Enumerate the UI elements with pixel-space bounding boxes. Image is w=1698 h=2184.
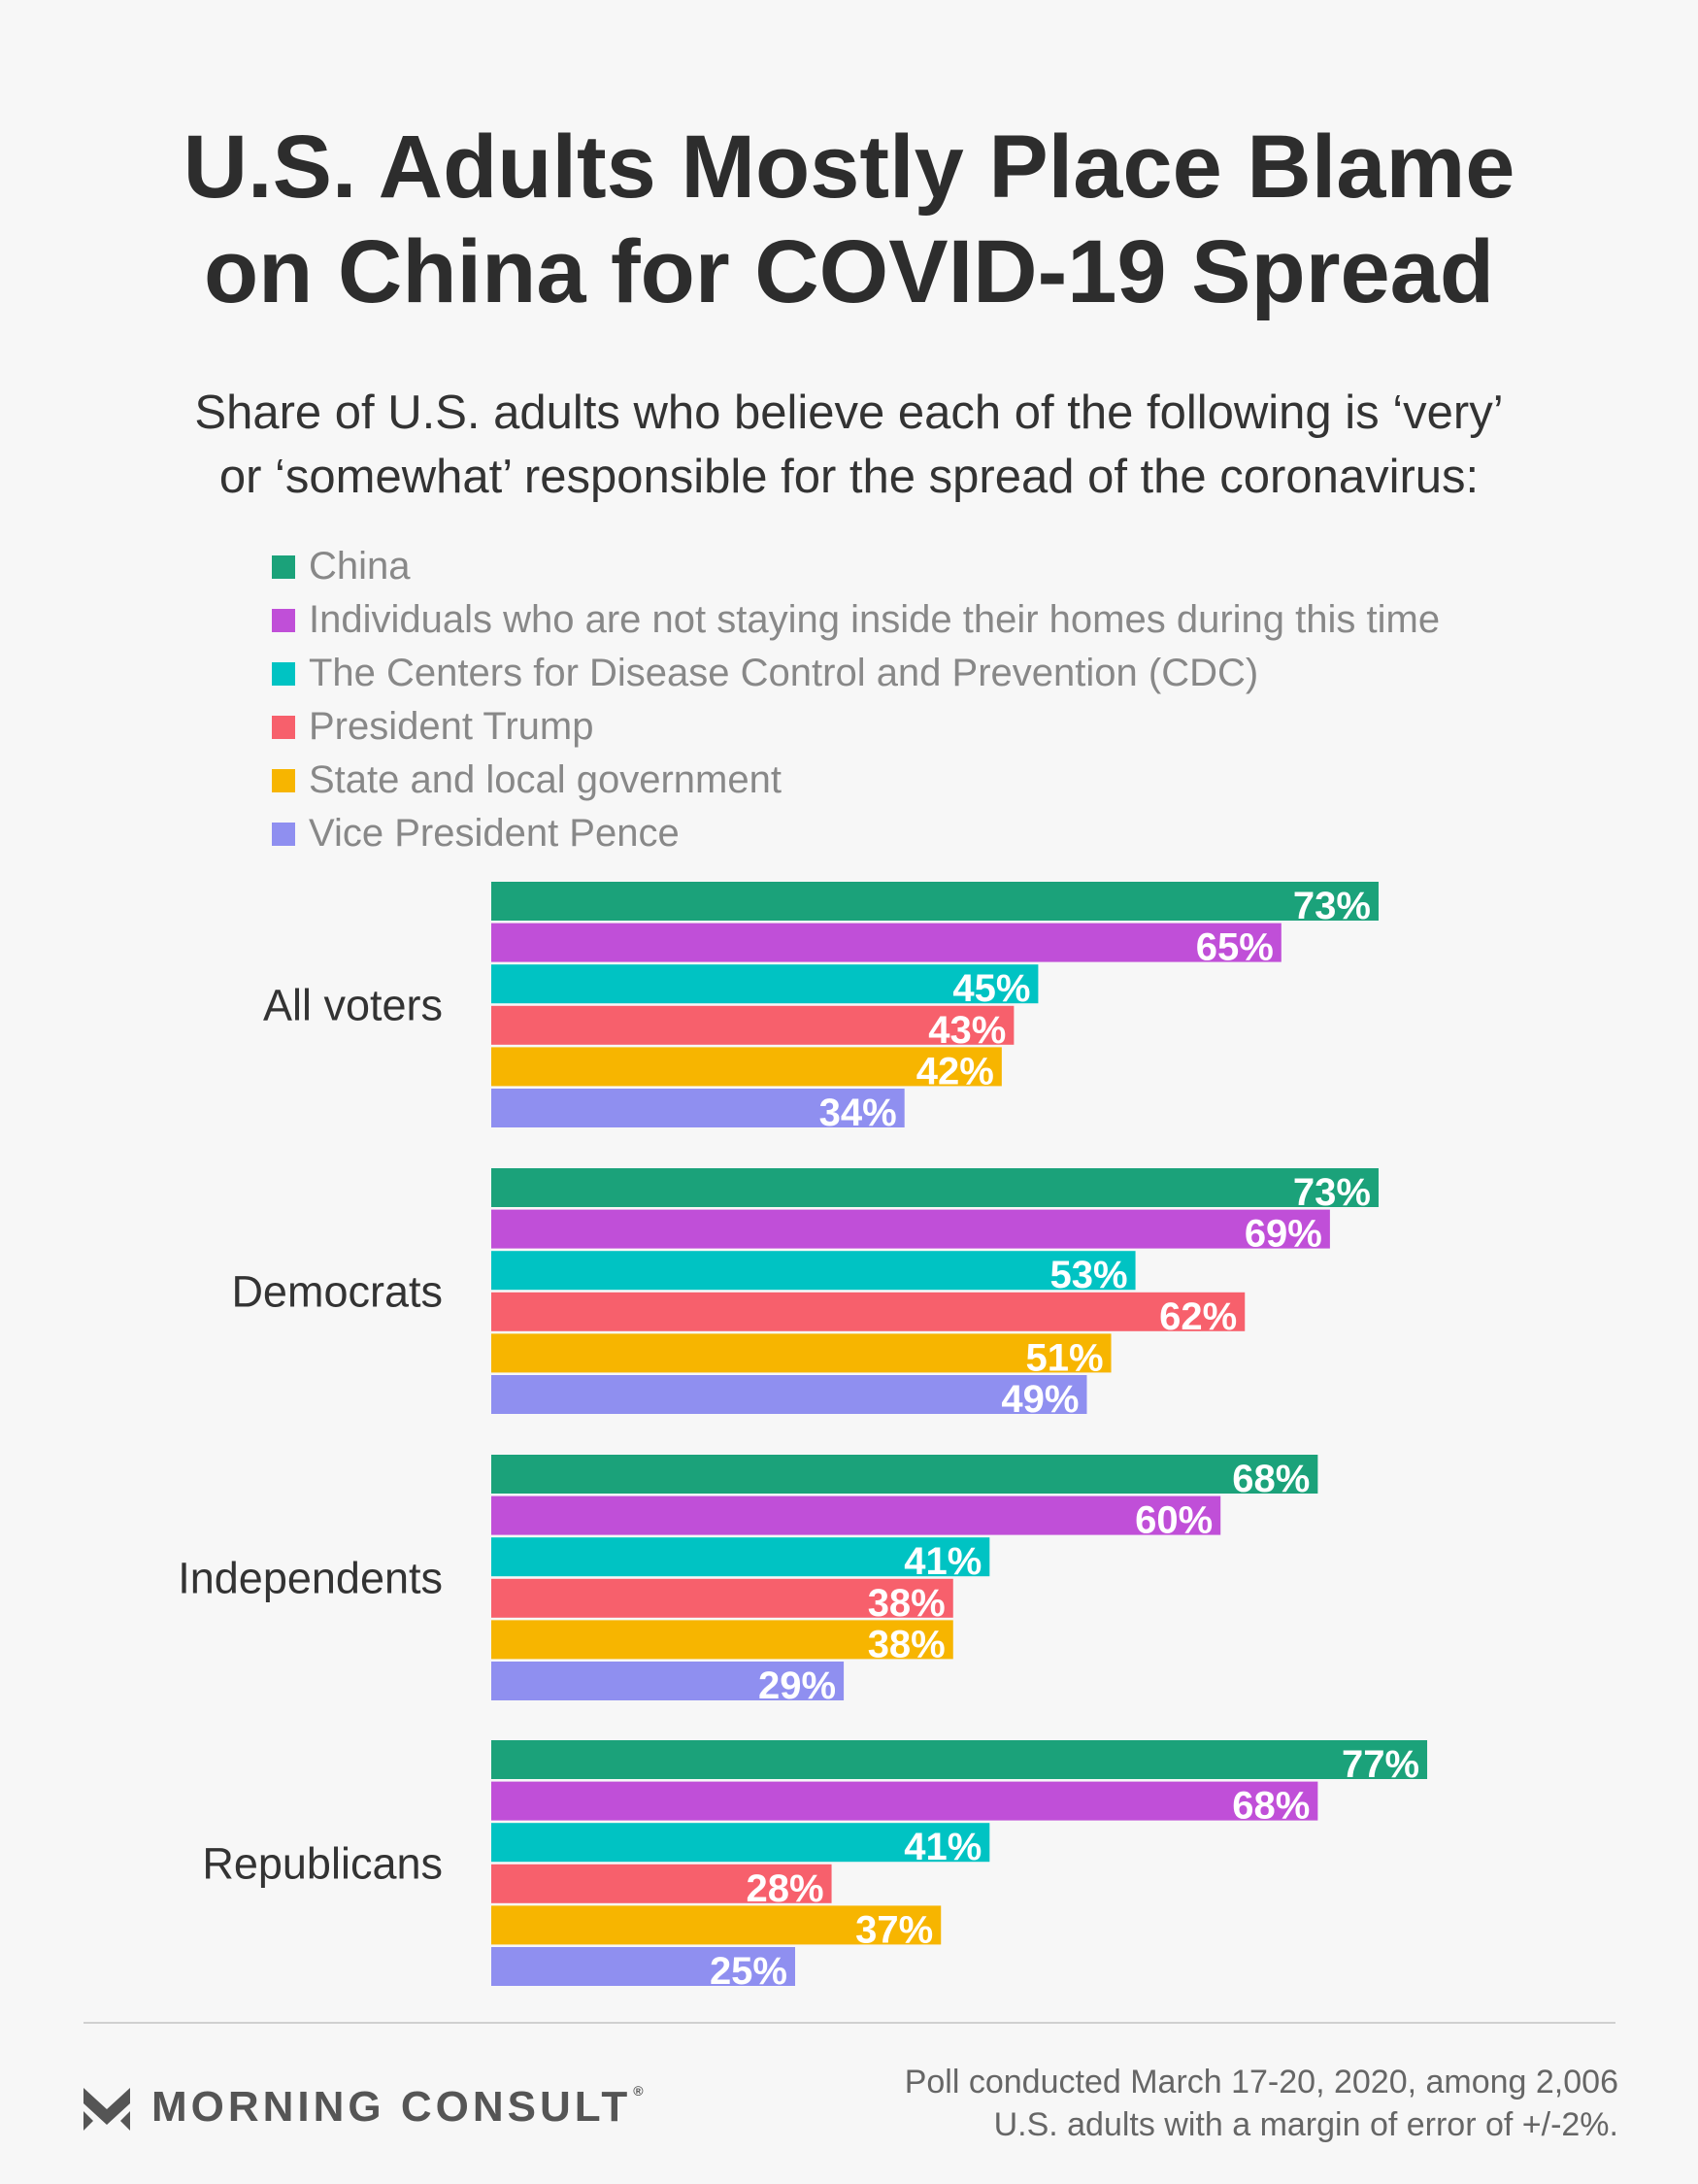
bar-democrats-individuals [491, 1209, 1330, 1249]
legend-item-china: China [272, 540, 1440, 593]
bar-all-voters-pence [491, 1089, 905, 1127]
bar-all-voters-cdc [491, 964, 1039, 1004]
brand-text: MORNING CONSULT [151, 2083, 632, 2131]
value-label-democrats-china: 73% [1293, 1171, 1371, 1214]
title-line-1: U.S. Adults Mostly Place Blame [183, 118, 1515, 217]
legend-label-cdc: The Centers for Disease Control and Prev… [309, 652, 1259, 694]
brand-name: MORNING CONSULT ® [151, 2083, 648, 2132]
value-label-all-voters-trump: 43% [928, 1009, 1006, 1052]
value-label-independents-trump: 38% [868, 1582, 946, 1625]
bar-independents-pence [491, 1662, 845, 1700]
value-label-democrats-cdc: 53% [1049, 1254, 1127, 1296]
category-label-democrats: Democrats [231, 1267, 443, 1317]
value-label-democrats-pence: 49% [1001, 1378, 1079, 1421]
source-line-2: U.S. adults with a margin of error of +/… [993, 2106, 1618, 2143]
value-label-all-voters-pence: 34% [819, 1092, 897, 1134]
morning-consult-logo-icon [83, 2088, 130, 2131]
value-label-democrats-trump: 62% [1159, 1295, 1237, 1338]
legend-label-trump: President Trump [309, 705, 594, 748]
legend-label-pence: Vice President Pence [309, 812, 680, 855]
category-label-independents: Independents [178, 1554, 443, 1603]
value-label-republicans-pence: 25% [710, 1950, 787, 1993]
legend-swatch-cdc [272, 661, 295, 686]
legend-item-pence: Vice President Pence [272, 807, 1440, 860]
value-label-independents-state-local: 38% [868, 1623, 946, 1665]
bar-democrats-trump [491, 1292, 1246, 1331]
bar-all-voters-individuals [491, 923, 1282, 962]
category-label-republicans: Republicans [202, 1839, 443, 1889]
value-label-independents-cdc: 41% [904, 1540, 982, 1583]
legend-swatch-trump [272, 715, 295, 739]
bar-republicans-individuals [491, 1781, 1318, 1821]
bar-republicans-cdc [491, 1823, 990, 1863]
subtitle-line-1: Share of U.S. adults who believe each of… [194, 386, 1504, 439]
bar-republicans-pence [491, 1947, 795, 1986]
value-label-republicans-trump: 28% [746, 1867, 823, 1910]
legend-swatch-china [272, 554, 295, 579]
value-label-republicans-china: 77% [1342, 1743, 1419, 1786]
title-line-2: on China for COVID-19 Spread [203, 222, 1495, 321]
legend-item-individuals: Individuals who are not staying inside t… [272, 593, 1440, 647]
value-label-independents-china: 68% [1232, 1458, 1310, 1500]
bar-democrats-china [491, 1168, 1379, 1207]
bar-independents-individuals [491, 1495, 1221, 1535]
value-label-republicans-cdc: 41% [904, 1826, 982, 1868]
value-label-republicans-state-local: 37% [855, 1908, 933, 1951]
bar-all-voters-state-local [491, 1047, 1002, 1087]
legend-swatch-pence [272, 822, 295, 846]
legend-swatch-state-local [272, 768, 295, 792]
chart-subtitle: Share of U.S. adults who believe each of… [58, 381, 1640, 509]
brand-trademark: ® [633, 2083, 648, 2099]
footer-divider [83, 2022, 1615, 2024]
bar-democrats-state-local [491, 1333, 1112, 1373]
bar-independents-trump [491, 1578, 953, 1618]
value-label-democrats-state-local: 51% [1025, 1336, 1103, 1379]
bar-all-voters-china [491, 882, 1379, 921]
value-label-all-voters-state-local: 42% [916, 1050, 994, 1092]
category-label-all-voters: All voters [263, 981, 443, 1030]
bar-republicans-state-local [491, 1905, 942, 1945]
value-label-all-voters-china: 73% [1293, 885, 1371, 927]
bar-republicans-trump [491, 1864, 832, 1903]
value-label-all-voters-individuals: 65% [1196, 926, 1274, 969]
bar-independents-state-local [491, 1620, 953, 1660]
legend-item-trump: President Trump [272, 700, 1440, 754]
value-label-independents-pence: 29% [758, 1664, 836, 1707]
bar-independents-cdc [491, 1537, 990, 1577]
source-note: Poll conducted March 17-20, 2020, among … [745, 2061, 1618, 2146]
bar-republicans-china [491, 1740, 1428, 1779]
value-label-all-voters-cdc: 45% [952, 967, 1030, 1010]
bar-democrats-cdc [491, 1251, 1136, 1291]
legend-label-state-local: State and local government [309, 758, 782, 801]
chart-title: U.S. Adults Mostly Place Blame on China … [0, 115, 1698, 324]
legend: China Individuals who are not staying in… [272, 540, 1440, 860]
legend-label-individuals: Individuals who are not staying inside t… [309, 598, 1441, 641]
legend-swatch-individuals [272, 608, 295, 632]
source-line-1: Poll conducted March 17-20, 2020, among … [904, 2064, 1618, 2100]
value-label-republicans-individuals: 68% [1232, 1785, 1310, 1828]
subtitle-line-2: or ‘somewhat’ responsible for the spread… [218, 451, 1480, 503]
value-label-independents-individuals: 60% [1135, 1499, 1213, 1542]
bar-democrats-pence [491, 1375, 1087, 1414]
bar-all-voters-trump [491, 1005, 1015, 1045]
legend-item-state-local: State and local government [272, 754, 1440, 807]
brand: MORNING CONSULT ® [83, 2078, 648, 2136]
legend-label-china: China [309, 545, 411, 588]
value-label-democrats-individuals: 69% [1245, 1213, 1322, 1256]
legend-item-cdc: The Centers for Disease Control and Prev… [272, 647, 1440, 700]
bar-independents-china [491, 1455, 1318, 1494]
